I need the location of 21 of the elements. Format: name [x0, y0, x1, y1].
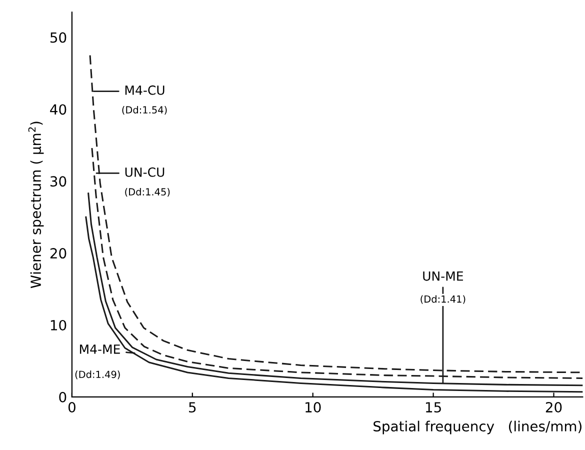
y-axis-title: Wiener spectrum ( μm$^{2}$): [28, 122, 44, 288]
y-tick-label: 30: [50, 176, 66, 187]
annotation: (Dd:1.41): [420, 295, 466, 304]
annotation: M4-CU: [125, 85, 164, 95]
annotation: UN-ME: [423, 272, 463, 281]
annotation: UN-CU: [125, 167, 164, 177]
x-tick-label: 5: [189, 402, 196, 413]
annotation: (Dd:1.45): [125, 188, 170, 197]
x-tick-label: 15: [426, 402, 441, 413]
y-tick-label: 20: [50, 248, 66, 259]
annotation: (Dd:1.49): [75, 370, 120, 380]
y-tick-label: 0: [59, 392, 66, 402]
x-tick-label: 10: [306, 402, 321, 413]
x-tick-label: 20: [546, 402, 562, 413]
y-tick-label: 40: [50, 104, 66, 115]
annotation: (Dd:1.54): [122, 106, 167, 115]
x-axis-title: Spatial frequency (lines/mm): [374, 420, 582, 434]
x-tick-label: 0: [68, 402, 76, 413]
y-tick-label: 10: [50, 320, 66, 330]
annotation: M4-ME: [80, 344, 120, 354]
y-tick-label: 50: [50, 32, 66, 43]
